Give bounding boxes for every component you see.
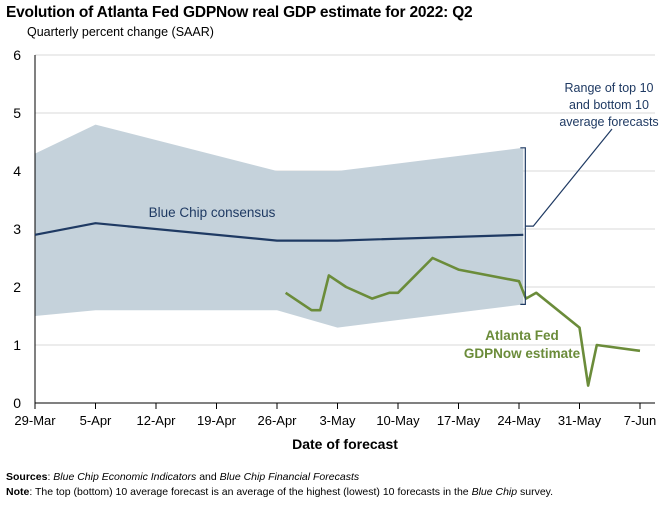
consensus-label: Blue Chip consensus [149, 205, 276, 220]
x-tick-label-8: 24-May [497, 413, 541, 428]
x-tick-label-5: 3-May [319, 413, 356, 428]
y-tick-label-4: 4 [13, 163, 21, 179]
y-tick-label-2: 2 [13, 279, 21, 295]
sources-and: and [196, 471, 220, 483]
forecast-range-band [35, 124, 524, 328]
sources-text-b: Blue Chip Financial Forecasts [219, 471, 360, 483]
series-line-0 [34, 222, 524, 242]
y-tick-label-1: 1 [13, 337, 21, 353]
chart-title: Evolution of Atlanta Fed GDPNow real GDP… [6, 4, 473, 21]
x-tick-label-2: 12-Apr [136, 413, 176, 428]
band-label-line-1: and bottom 10 [569, 98, 649, 112]
y-tick-label-5: 5 [13, 105, 21, 121]
y-tick-label-0: 0 [13, 395, 21, 411]
x-tick-label-10: 7-Jun [624, 413, 657, 428]
x-tick-label-7: 17-May [437, 413, 481, 428]
band-callout-line [525, 128, 613, 227]
note-text-a: : The top (bottom) 10 average forecast i… [29, 486, 472, 498]
series-line-1 [284, 256, 641, 387]
y-tick-label-6: 6 [13, 47, 21, 63]
x-tick-label-1: 5-Apr [80, 413, 112, 428]
note-text-c: survey. [517, 486, 554, 498]
band-label-line-0: Range of top 10 [565, 81, 654, 95]
footnote: Note: The top (bottom) 10 average foreca… [6, 486, 553, 498]
x-tick-label-3: 19-Apr [197, 413, 237, 428]
sources-note: Sources: Blue Chip Economic Indicators a… [6, 471, 360, 483]
x-tick-label-9: 31-May [558, 413, 602, 428]
note-text-b: Blue Chip [471, 486, 518, 498]
chart-subtitle: Quarterly percent change (SAAR) [27, 25, 214, 39]
band-bracket [520, 147, 526, 305]
y-tick-label-3: 3 [13, 221, 21, 237]
x-tick-label-4: 26-Apr [257, 413, 297, 428]
sources-label: Sources [6, 471, 48, 483]
x-tick-label-6: 10-May [376, 413, 420, 428]
x-axis-title: Date of forecast [292, 436, 398, 452]
x-tick-label-0: 29-Mar [14, 413, 56, 428]
gdpnow-label-line-1: GDPNow estimate [464, 346, 581, 361]
band-label-line-2: average forecasts [559, 115, 658, 129]
note-label: Note [6, 486, 30, 498]
gdpnow-label-line-0: Atlanta Fed [485, 328, 559, 343]
sources-text-a: Blue Chip Economic Indicators [53, 471, 197, 483]
